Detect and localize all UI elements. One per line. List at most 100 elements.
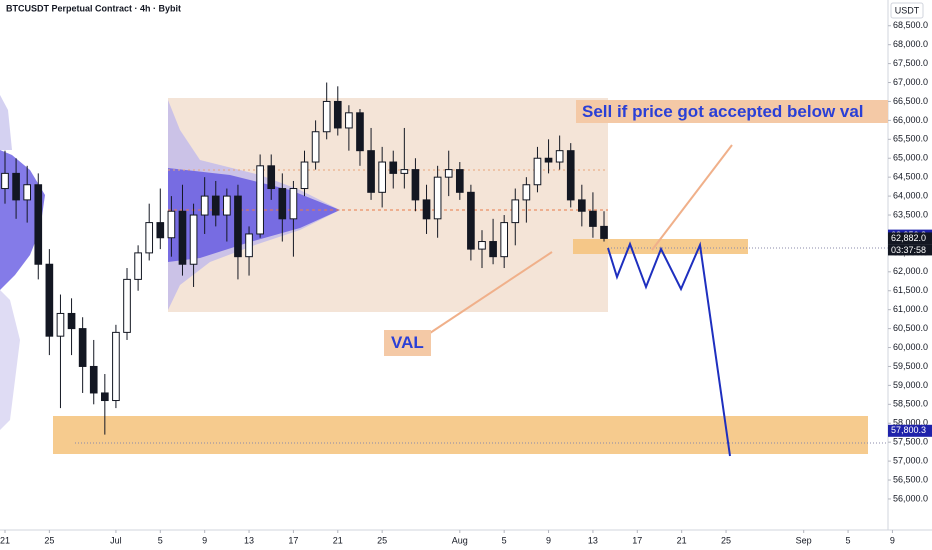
x-tick-label: 13	[588, 535, 598, 545]
chart-title: BTCUSDT Perpetual Contract · 4h · Bybit	[6, 3, 181, 13]
candle-body	[56, 312, 65, 337]
y-tick-label: 63,500.0	[893, 209, 928, 219]
x-tick-label: 21	[677, 535, 687, 545]
x-tick-label: 17	[632, 535, 642, 545]
candle-body	[1, 172, 9, 190]
candle-body	[566, 150, 575, 201]
candle-body	[256, 165, 264, 235]
candle-body	[300, 161, 309, 190]
y-tick-label: 58,500.0	[893, 399, 928, 409]
candle-body	[400, 169, 409, 174]
volume-profile	[0, 290, 20, 430]
price-tag-label: 57,800.3	[891, 425, 926, 435]
y-tick-label: 57,500.0	[893, 437, 928, 447]
candle-body	[511, 199, 520, 224]
candle-body	[522, 184, 531, 201]
val-zone	[573, 239, 748, 254]
candle-body	[167, 210, 176, 239]
y-tick-label: 68,000.0	[893, 39, 928, 49]
x-tick-label: 25	[377, 535, 387, 545]
x-tick-label: 5	[502, 535, 507, 545]
candle-body	[533, 157, 542, 186]
x-tick-label: Aug	[452, 535, 468, 545]
x-tick-label: 21	[333, 535, 343, 545]
candle-body	[455, 169, 464, 193]
candle-body	[367, 150, 375, 193]
candle-body	[67, 312, 76, 330]
y-tick-label: 59,000.0	[893, 380, 928, 390]
volume-profile	[0, 95, 12, 150]
countdown-tag	[888, 244, 932, 256]
y-tick-label: 68,500.0	[893, 20, 928, 30]
candle-body	[78, 328, 87, 367]
x-tick-label: 9	[890, 535, 895, 545]
candle-body	[178, 210, 187, 265]
y-tick-label: 57,000.0	[893, 455, 928, 465]
y-tick-label: 64,000.0	[893, 190, 928, 200]
candle-body	[478, 241, 486, 250]
candle-body	[156, 222, 165, 239]
candle-body	[311, 131, 320, 163]
x-tick-label: 9	[202, 535, 207, 545]
y-tick-label: 58,000.0	[893, 418, 928, 428]
y-tick-label: 64,500.0	[893, 172, 928, 182]
countdown: 03:37:58	[891, 245, 926, 255]
candle-body	[422, 199, 431, 220]
y-tick-label: 66,000.0	[893, 115, 928, 125]
candle-body	[378, 161, 386, 193]
x-tick-label: 25	[44, 535, 54, 545]
candle-body	[555, 150, 564, 163]
price-tag	[888, 232, 932, 245]
y-tick-label: 56,500.0	[893, 474, 928, 484]
support-zone	[53, 416, 868, 454]
price-tag-label: 62,882.0	[891, 233, 926, 243]
projection-path	[607, 241, 731, 457]
currency-box	[890, 2, 924, 19]
y-tick-label: 61,500.0	[893, 285, 928, 295]
y-tick-label: 66,500.0	[893, 96, 928, 106]
callout-line	[651, 144, 733, 251]
candle-body	[345, 112, 353, 129]
candle-body	[123, 278, 131, 333]
y-tick-label: 59,500.0	[893, 361, 928, 371]
val-note: VAL	[384, 330, 431, 356]
candle-body	[245, 233, 253, 258]
candle-body	[544, 157, 553, 163]
x-tick-label: 5	[158, 535, 163, 545]
x-tick-label: 13	[244, 535, 254, 545]
volume-profile	[0, 150, 45, 290]
y-tick-label: 60,500.0	[893, 323, 928, 333]
y-tick-label: 67,500.0	[893, 58, 928, 68]
candle-body	[278, 188, 287, 220]
candle-body	[12, 172, 20, 201]
candle-body	[34, 184, 43, 265]
y-tick-label: 65,500.0	[893, 134, 928, 144]
candle-body	[23, 184, 32, 201]
candle-body	[234, 195, 242, 258]
candle-body	[578, 199, 586, 212]
volume-profile	[168, 168, 340, 262]
x-tick-label: Sep	[796, 535, 812, 545]
y-tick-label: 61,000.0	[893, 304, 928, 314]
candle-body	[322, 100, 331, 133]
candle-body	[45, 263, 54, 337]
candle-body	[444, 169, 453, 178]
x-tick-label: 25	[721, 535, 731, 545]
x-tick-label: 17	[288, 535, 298, 545]
candle-body	[211, 195, 220, 216]
price-axis	[888, 0, 932, 530]
candle-body	[267, 165, 276, 190]
sell-note: Sell if price got accepted below val	[576, 100, 888, 123]
candle-body	[289, 188, 298, 220]
candle-body	[200, 195, 209, 216]
candle-body	[134, 252, 142, 280]
candle-body	[500, 222, 509, 258]
candle-body	[600, 225, 608, 239]
y-tick-label: 62,000.0	[893, 266, 928, 276]
candle-body	[333, 100, 342, 129]
candle-body	[489, 241, 497, 258]
x-tick-label: 9	[546, 535, 551, 545]
candle-body	[112, 331, 120, 402]
x-tick-label: 21	[0, 535, 10, 545]
